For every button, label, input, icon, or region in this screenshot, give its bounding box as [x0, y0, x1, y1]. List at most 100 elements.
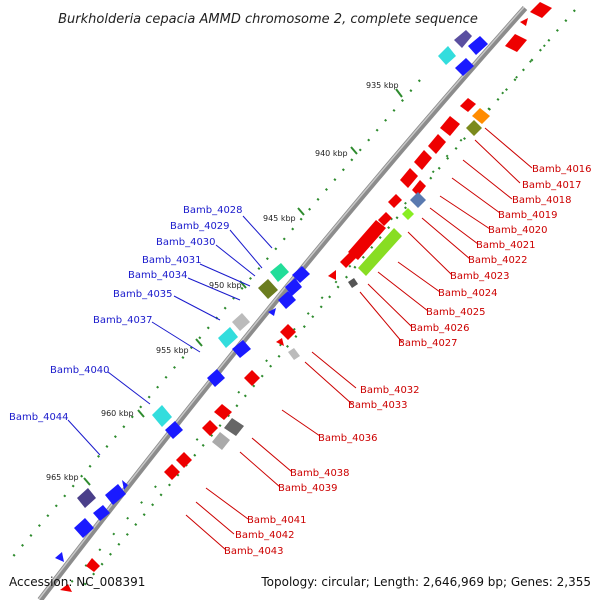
gene-label[interactable]: Bamb_4031 — [142, 255, 202, 266]
gene-label[interactable]: Bamb_4019 — [498, 210, 558, 221]
gene-label[interactable]: Bamb_4030 — [156, 237, 216, 248]
gene-reverse[interactable] — [460, 98, 476, 112]
gene-reverse[interactable] — [164, 464, 180, 480]
gene-forward[interactable] — [218, 327, 238, 348]
gene-reverse[interactable] — [378, 212, 392, 226]
gene-reverse[interactable] — [348, 278, 358, 288]
gene-reverse[interactable] — [402, 208, 414, 220]
gene-reverse[interactable] — [280, 324, 296, 340]
gene-reverse[interactable] — [328, 270, 336, 280]
forward-strand-genes — [55, 30, 488, 562]
map-title: Burkholderia cepacia AMMD chromosome 2, … — [58, 12, 478, 27]
kbp-marker-960: 960 kbp — [101, 409, 145, 418]
gene-reverse[interactable] — [388, 194, 402, 208]
gene-forward[interactable] — [278, 291, 296, 309]
gene-label[interactable]: Bamb_4036 — [318, 433, 378, 444]
gene-label[interactable]: Bamb_4034 — [128, 270, 188, 281]
gene-label[interactable]: Bamb_4028 — [183, 205, 243, 216]
tick-track-outer — [79, 9, 576, 591]
gene-reverse[interactable] — [244, 370, 260, 386]
gene-label[interactable]: Bamb_4035 — [113, 289, 173, 300]
gene-label[interactable]: Bamb_4043 — [224, 546, 284, 557]
gene-forward[interactable] — [270, 263, 289, 282]
gene-forward[interactable] — [93, 505, 110, 521]
gene-reverse[interactable] — [520, 18, 528, 26]
gene-reverse[interactable] — [224, 418, 244, 436]
gene-forward[interactable] — [258, 279, 278, 299]
reverse-strand-genes — [60, 2, 552, 592]
gene-forward[interactable] — [468, 36, 488, 55]
kbp-marker-945: 945 kbp — [263, 207, 305, 223]
gene-reverse[interactable] — [176, 452, 192, 468]
leader-lines-right — [185, 127, 533, 551]
gene-label[interactable]: Bamb_4023 — [450, 271, 510, 282]
tick-track-inner — [9, 79, 421, 561]
gene-label[interactable]: Bamb_4022 — [468, 255, 528, 266]
gene-forward[interactable] — [152, 405, 172, 427]
gene-reverse[interactable] — [60, 584, 72, 592]
gene-label[interactable]: Bamb_4024 — [438, 288, 498, 299]
gene-reverse[interactable] — [276, 338, 284, 346]
gene-reverse[interactable] — [466, 120, 482, 136]
gene-reverse[interactable] — [348, 220, 386, 260]
gene-label[interactable]: Bamb_4032 — [360, 385, 420, 396]
gene-forward[interactable] — [285, 278, 302, 296]
gene-label[interactable]: Bamb_4020 — [488, 225, 548, 236]
gene-forward[interactable] — [165, 421, 183, 439]
topology-summary: Topology: circular; Length: 2,646,969 bp… — [260, 575, 591, 589]
right-gene-labels: Bamb_4016 Bamb_4017 Bamb_4018 Bamb_4019 … — [224, 164, 592, 557]
gene-label[interactable]: Bamb_4042 — [235, 530, 295, 541]
gene-label[interactable]: Bamb_4021 — [476, 240, 536, 251]
gene-forward[interactable] — [455, 58, 474, 76]
gene-forward[interactable] — [207, 369, 225, 387]
gene-label[interactable]: Bamb_4033 — [348, 400, 408, 411]
gene-label[interactable]: Bamb_4038 — [290, 468, 350, 479]
kbp-label: 935 kbp — [366, 81, 399, 90]
gene-reverse[interactable] — [212, 432, 230, 450]
kbp-marker-935: 935 kbp — [366, 81, 403, 98]
gene-label[interactable]: Bamb_4016 — [532, 164, 592, 175]
gene-reverse[interactable] — [410, 192, 426, 208]
gene-reverse[interactable] — [400, 168, 418, 188]
gene-label[interactable]: Bamb_4039 — [278, 483, 338, 494]
gene-reverse[interactable] — [505, 34, 527, 52]
gene-reverse[interactable] — [440, 116, 460, 136]
gene-forward[interactable] — [292, 266, 310, 283]
gene-forward[interactable] — [438, 46, 456, 65]
gene-forward[interactable] — [232, 313, 250, 331]
gene-reverse[interactable] — [530, 2, 552, 18]
kbp-label: 960 kbp — [101, 409, 134, 418]
gene-reverse[interactable] — [86, 558, 100, 572]
gene-reverse[interactable] — [202, 420, 218, 436]
gene-reverse[interactable] — [414, 150, 432, 170]
gene-forward[interactable] — [454, 30, 472, 48]
gene-forward[interactable] — [268, 308, 276, 316]
gene-label[interactable]: Bamb_4044 — [9, 412, 69, 423]
gene-reverse[interactable] — [288, 348, 300, 360]
gene-forward[interactable] — [105, 484, 126, 505]
gene-reverse[interactable] — [428, 134, 446, 154]
gene-forward[interactable] — [77, 488, 96, 508]
gene-label[interactable]: Bamb_4029 — [170, 221, 230, 232]
gene-forward[interactable] — [74, 518, 94, 538]
gene-forward[interactable] — [55, 552, 64, 562]
gene-reverse[interactable] — [472, 108, 490, 124]
gene-label[interactable]: Bamb_4027 — [398, 338, 458, 349]
gene-label[interactable]: Bamb_4037 — [93, 315, 153, 326]
gene-reverse[interactable] — [214, 404, 232, 420]
gene-label[interactable]: Bamb_4041 — [247, 515, 307, 526]
kbp-label: 940 kbp — [315, 149, 348, 158]
gene-label[interactable]: Bamb_4025 — [426, 307, 486, 318]
gene-reverse[interactable] — [412, 180, 426, 196]
kbp-label: 945 kbp — [263, 214, 296, 223]
gene-label[interactable]: Bamb_4040 — [50, 365, 110, 376]
gene-label[interactable]: Bamb_4017 — [522, 180, 582, 191]
gene-reverse[interactable] — [340, 252, 356, 268]
kbp-marker-965: 965 kbp — [46, 473, 91, 486]
gene-reverse[interactable] — [358, 228, 402, 276]
gene-forward[interactable] — [122, 480, 128, 490]
gene-forward[interactable] — [232, 340, 251, 358]
gene-label[interactable]: Bamb_4018 — [512, 195, 572, 206]
gene-label[interactable]: Bamb_4026 — [410, 323, 470, 334]
